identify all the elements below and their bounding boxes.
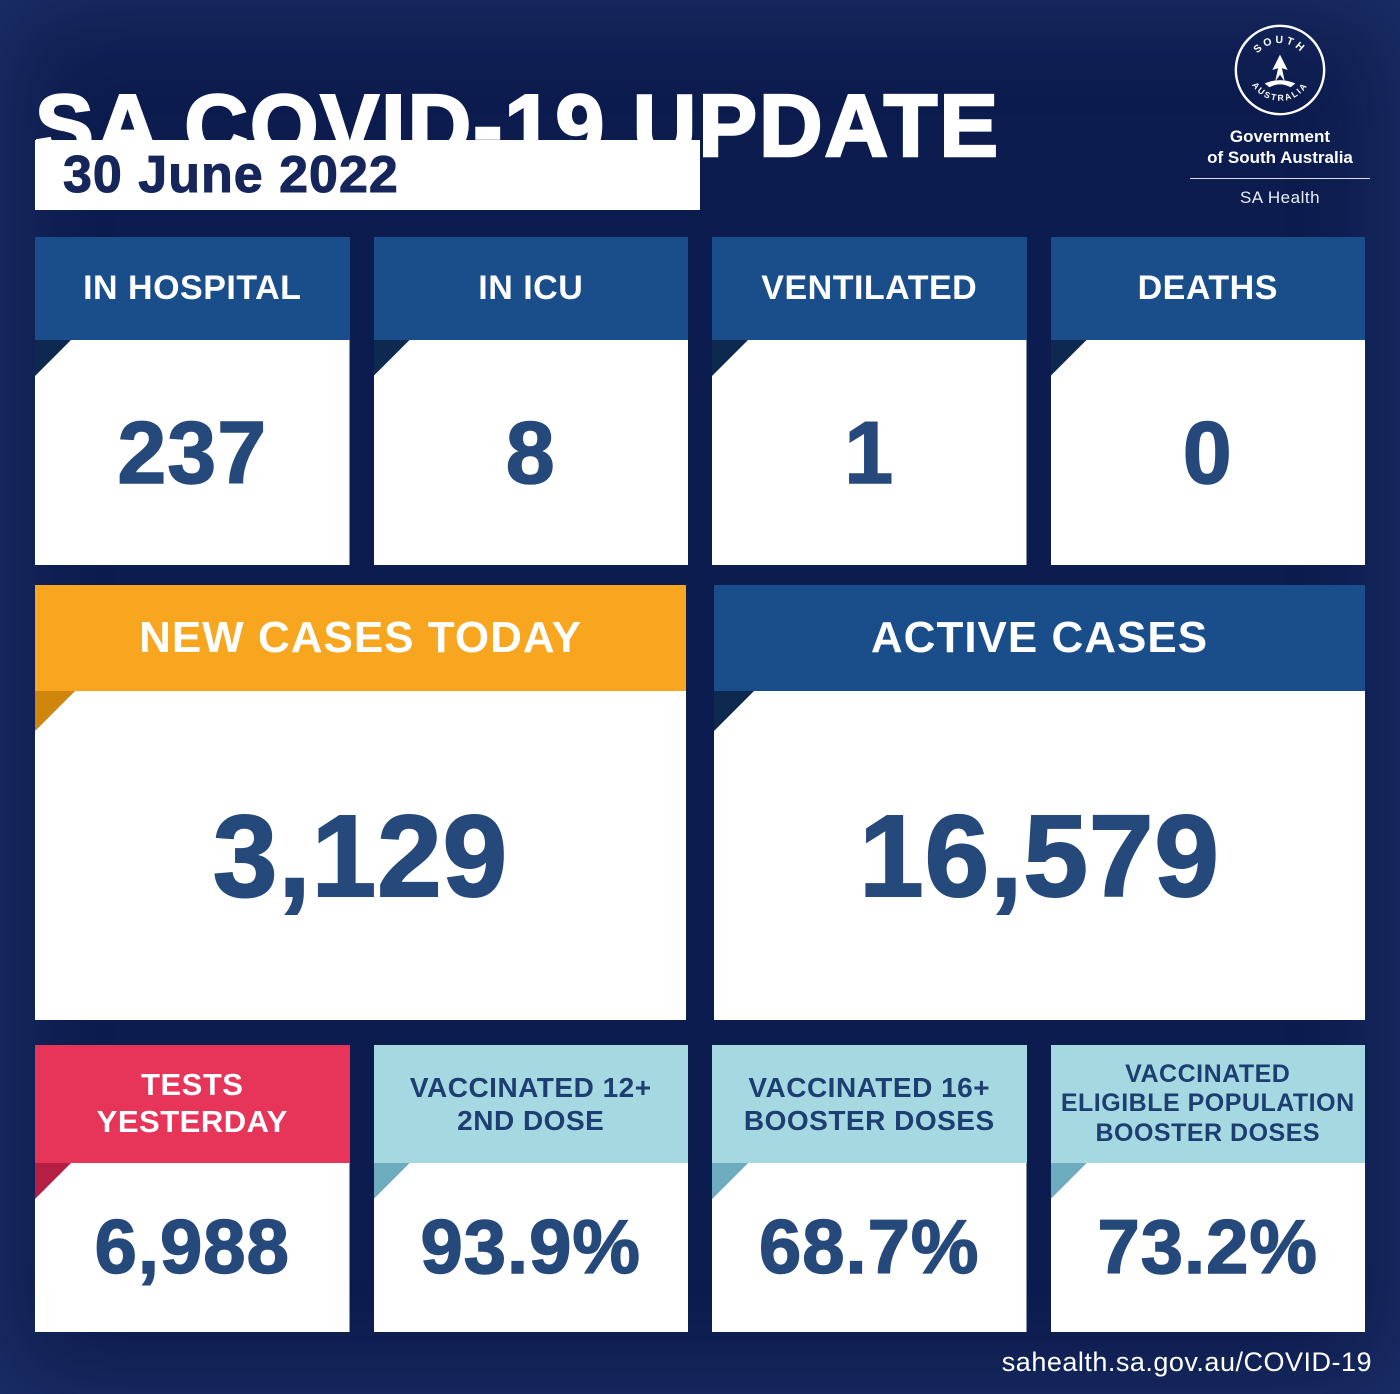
stat-value: 237 bbox=[117, 402, 268, 503]
stat-value: 8 bbox=[505, 402, 556, 503]
card-header: VACCINATED 12+ 2ND DOSE bbox=[373, 1045, 688, 1163]
card-header: VACCINATED 16+ BOOSTER DOSES bbox=[712, 1045, 1027, 1163]
gov-text-line1: Government bbox=[1229, 127, 1331, 146]
card-header: DEATHS bbox=[1050, 237, 1365, 340]
footer-url: sahealth.sa.gov.au/COVID-19 bbox=[1001, 1347, 1372, 1377]
date-banner: 30 June 2022 bbox=[35, 140, 700, 210]
stat-card-tests-yesterday: TESTS YESTERDAY 6,988 bbox=[35, 1045, 350, 1332]
gov-text-line2: of South Australia bbox=[1207, 148, 1353, 168]
card-header: ACTIVE CASES bbox=[714, 585, 1365, 691]
stat-value: 93.9% bbox=[420, 1204, 641, 1291]
card-header: NEW CASES TODAY bbox=[35, 585, 686, 691]
stats-row-cases: NEW CASES TODAY 3,129 ACTIVE CASES 16,57… bbox=[35, 585, 1365, 1020]
stat-card-deaths: DEATHS 0 bbox=[1050, 237, 1365, 565]
branch-glyph bbox=[1264, 80, 1296, 88]
stat-card-vaccinated-16-booster: VACCINATED 16+ BOOSTER DOSES 68.7% bbox=[712, 1045, 1027, 1332]
stat-label-line2: ELIGIBLE POPULATION bbox=[1060, 1089, 1355, 1118]
stat-label-line1: VACCINATED 16+ bbox=[748, 1071, 991, 1103]
stat-value: 0 bbox=[1182, 402, 1233, 503]
stat-value-panel: 6,988 bbox=[35, 1163, 350, 1332]
stat-value: 6,988 bbox=[94, 1204, 290, 1291]
date-text: 30 June 2022 bbox=[63, 146, 399, 205]
stat-value-panel: 8 bbox=[373, 340, 688, 565]
stat-label: VENTILATED bbox=[761, 269, 978, 308]
card-header: VACCINATED ELIGIBLE POPULATION BOOSTER D… bbox=[1050, 1045, 1365, 1163]
card-header: VENTILATED bbox=[712, 237, 1027, 340]
svg-text:SOUTH: SOUTH bbox=[1251, 34, 1308, 56]
stat-label: NEW CASES TODAY bbox=[139, 613, 582, 663]
stat-card-new-cases: NEW CASES TODAY 3,129 bbox=[35, 585, 686, 1020]
stat-label-line1: VACCINATED 12+ bbox=[409, 1071, 652, 1103]
stat-value: 1 bbox=[844, 402, 895, 503]
stat-label-line2: 2ND DOSE bbox=[457, 1105, 605, 1136]
stat-label-line1: VACCINATED bbox=[1125, 1059, 1291, 1088]
stat-label-line2: BOOSTER DOSES bbox=[743, 1105, 995, 1136]
stat-value-panel: 68.7% bbox=[712, 1163, 1027, 1332]
stat-value-panel: 93.9% bbox=[373, 1163, 688, 1332]
sa-government-logo: SOUTH AUSTRALIA Government of South Aust… bbox=[1182, 22, 1378, 208]
stat-value: 68.7% bbox=[758, 1204, 980, 1291]
stat-value-panel: 1 bbox=[712, 340, 1027, 565]
bird-glyph bbox=[1272, 54, 1288, 82]
stat-label: DEATHS bbox=[1137, 269, 1278, 308]
stat-card-ventilated: VENTILATED 1 bbox=[712, 237, 1027, 565]
stats-row-hospitalisation: IN HOSPITAL 237 IN ICU 8 VENTILATED 1 bbox=[35, 237, 1365, 565]
stat-value-panel: 3,129 bbox=[35, 691, 686, 1020]
stat-label-line3: BOOSTER DOSES bbox=[1095, 1118, 1321, 1147]
stat-card-active-cases: ACTIVE CASES 16,579 bbox=[714, 585, 1365, 1020]
card-header: IN HOSPITAL bbox=[35, 237, 350, 340]
stat-card-in-hospital: IN HOSPITAL 237 bbox=[35, 237, 350, 565]
stat-card-vaccinated-eligible-booster: VACCINATED ELIGIBLE POPULATION BOOSTER D… bbox=[1050, 1045, 1365, 1332]
stat-label-line2: YESTERDAY bbox=[96, 1104, 288, 1139]
emblem-arc-top-text: SOUTH bbox=[1251, 34, 1305, 56]
sa-health-label: SA Health bbox=[1239, 187, 1321, 207]
card-header: IN ICU bbox=[373, 237, 688, 340]
stat-label: ACTIVE CASES bbox=[870, 613, 1209, 663]
stat-value: 16,579 bbox=[858, 790, 1220, 922]
stat-value-panel: 16,579 bbox=[714, 691, 1365, 1020]
stat-value: 3,129 bbox=[212, 790, 509, 922]
stat-value-panel: 0 bbox=[1050, 340, 1365, 565]
stat-label: IN HOSPITAL bbox=[83, 269, 302, 308]
stats-row-tests-vaccination: TESTS YESTERDAY 6,988 VACCINATED 12+ 2ND… bbox=[35, 1045, 1365, 1332]
stat-card-in-icu: IN ICU 8 bbox=[373, 237, 688, 565]
card-header: TESTS YESTERDAY bbox=[35, 1045, 350, 1163]
stat-value: 73.2% bbox=[1097, 1204, 1318, 1291]
stat-value-panel: 73.2% bbox=[1050, 1163, 1365, 1332]
stat-card-vaccinated-12-2nd-dose: VACCINATED 12+ 2ND DOSE 93.9% bbox=[373, 1045, 688, 1332]
piping-shrike-emblem-icon: SOUTH AUSTRALIA bbox=[1234, 24, 1326, 116]
stat-label-line1: TESTS bbox=[141, 1067, 244, 1103]
stat-label: IN ICU bbox=[478, 269, 584, 308]
logo-divider bbox=[1190, 177, 1370, 179]
stat-value-panel: 237 bbox=[35, 340, 350, 565]
